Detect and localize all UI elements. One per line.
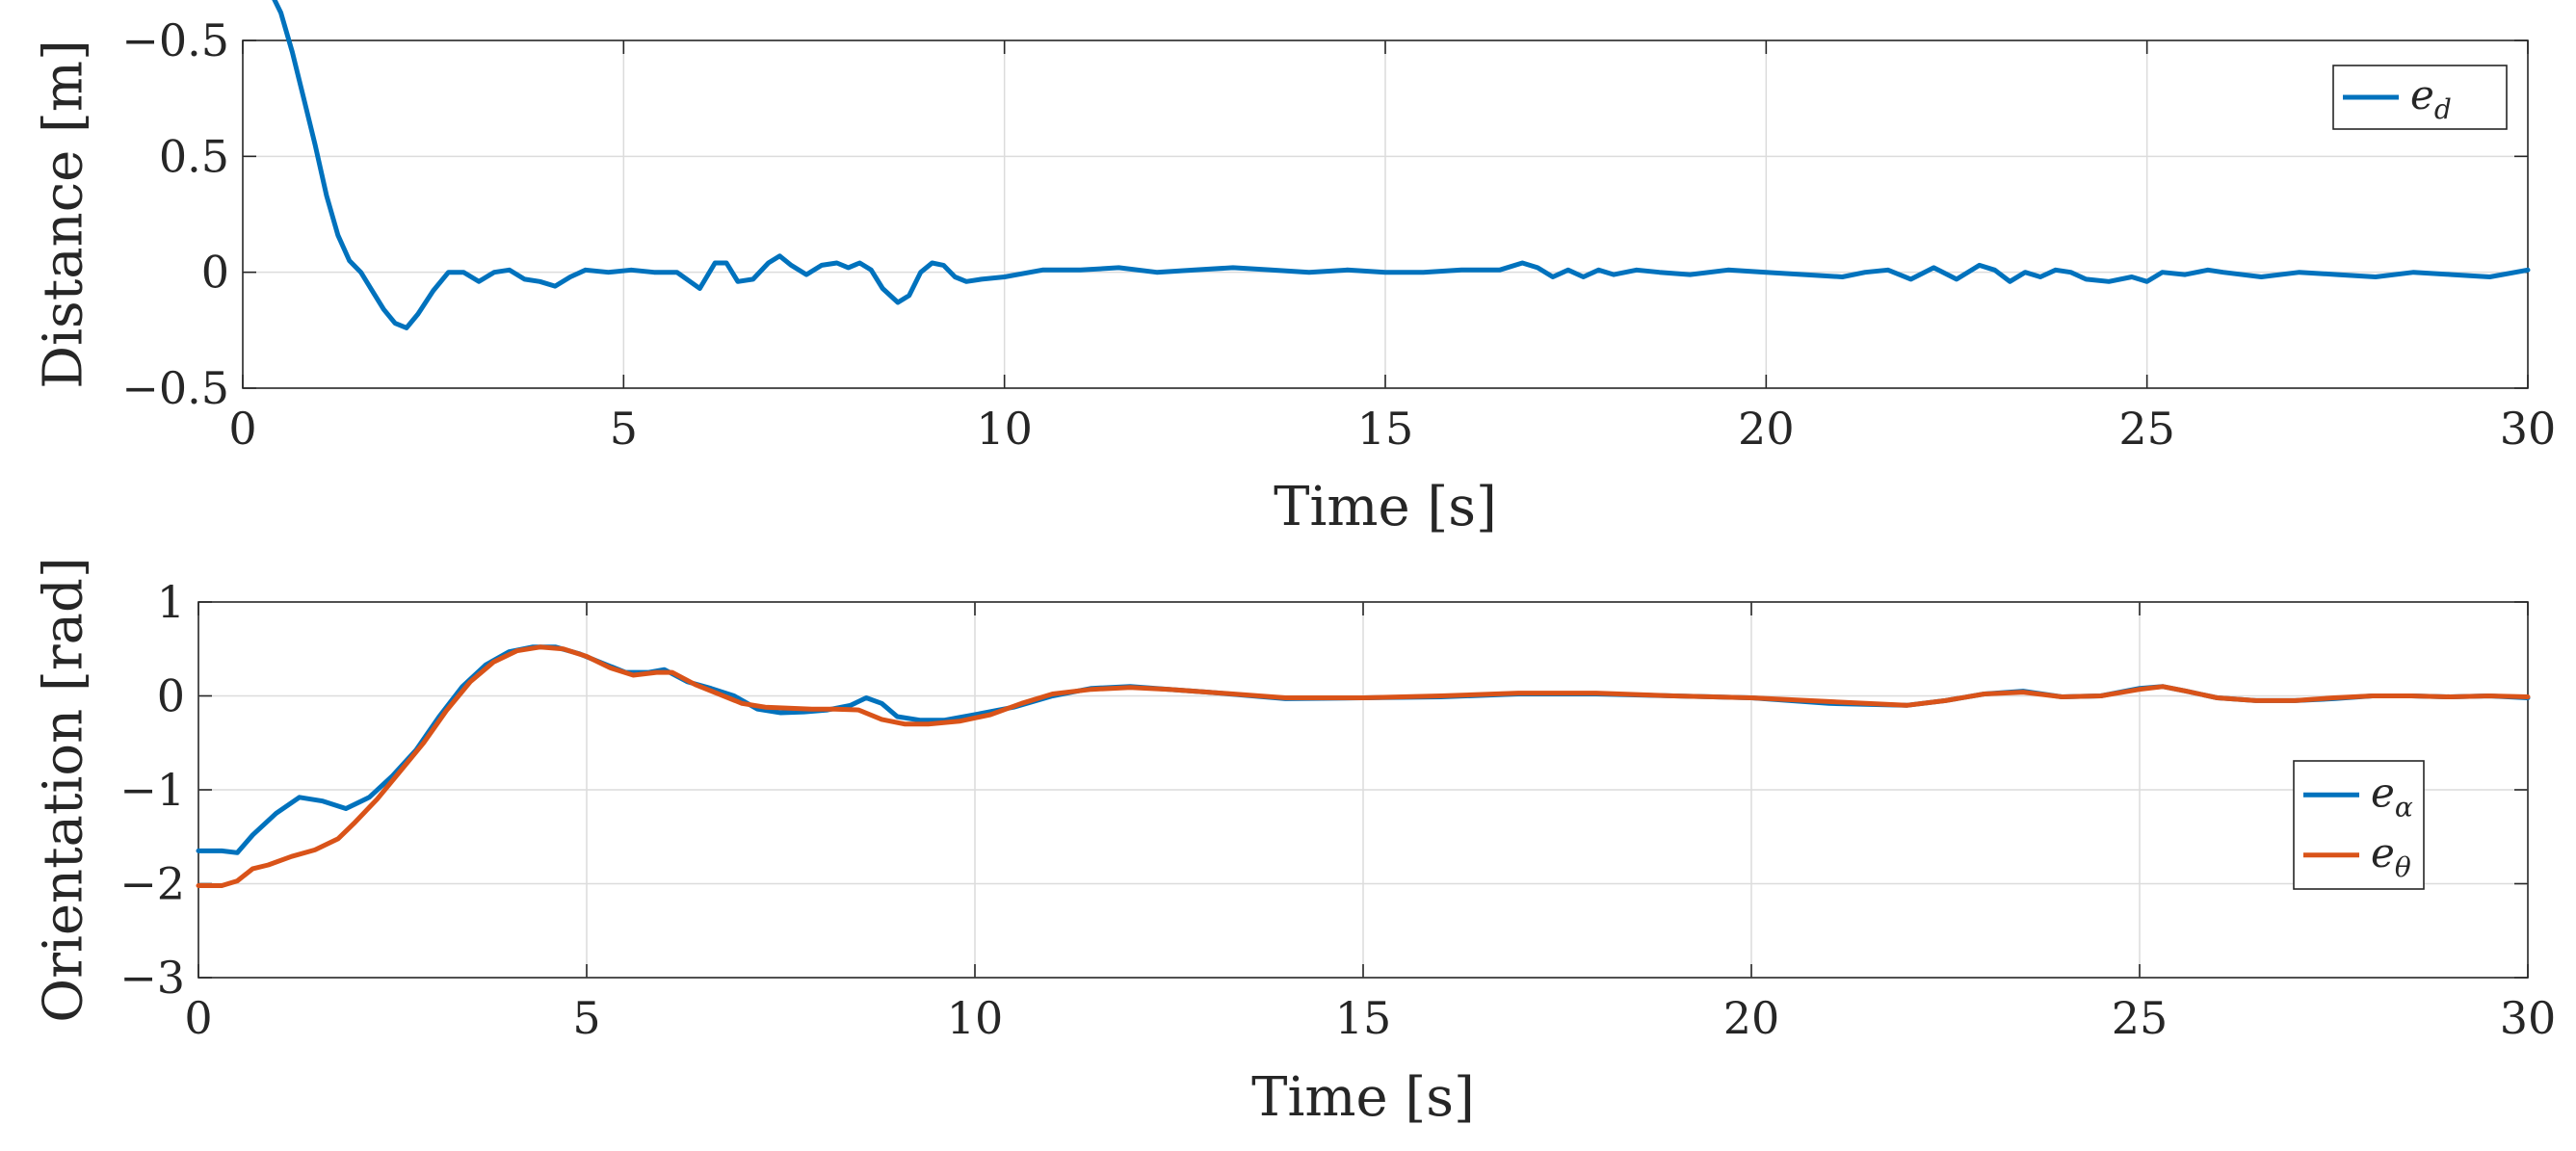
y-tick-label: −3 bbox=[119, 952, 185, 1004]
legend-label-e_theta: eθ bbox=[2371, 829, 2411, 883]
x-tick-label: 0 bbox=[184, 992, 212, 1044]
legend-label-e_alpha: eα bbox=[2371, 769, 2413, 823]
legend-label-sub: α bbox=[2395, 791, 2413, 823]
orientation-y-axis-label: Orientation [rad] bbox=[33, 557, 95, 1022]
orientation-x-axis-label: Time [s] bbox=[1251, 1066, 1475, 1129]
distance-chart: 0 5 10 15 20 25 30−0.500.5−0.5 Time [s] Distan… bbox=[33, 0, 2556, 538]
y-tick-label: −2 bbox=[119, 858, 185, 910]
y-tick-label: 0 bbox=[201, 247, 229, 299]
y-tick-label: 0 bbox=[157, 670, 185, 722]
y-tick-label: 1 bbox=[157, 576, 185, 628]
orientation-chart: 0 5 10 15 20 25 30 −3 −2 −1 0 1 Time [s] Orientatio… bbox=[33, 557, 2557, 1129]
distance-y-axis-label: Distance [m] bbox=[33, 39, 95, 389]
legend-label-main: e bbox=[2371, 769, 2395, 816]
legend-label-main: e bbox=[2371, 829, 2395, 876]
x-tick-label: 25 bbox=[2112, 992, 2169, 1044]
series-line-e_theta bbox=[196, 644, 2531, 888]
x-tick-label: 30 bbox=[2500, 992, 2557, 1044]
y-tick-label: 0.5 bbox=[159, 130, 229, 182]
legend-label-e_d: ed bbox=[2410, 71, 2452, 125]
orientation-series bbox=[196, 644, 2531, 888]
x-tick-label: 0 bbox=[228, 403, 256, 455]
x-tick-label: 30 bbox=[2500, 403, 2557, 455]
legend-label-sub: d bbox=[2434, 93, 2452, 125]
x-tick-label: 5 bbox=[572, 992, 600, 1044]
x-tick-label: 15 bbox=[1357, 403, 1414, 455]
distance-ticks: 0 5 10 15 20 25 30−0.500.5−0.5 bbox=[121, 14, 2556, 455]
distance-legend: ed bbox=[2332, 65, 2508, 130]
orientation-ticks: 0 5 10 15 20 25 30 −3 −2 −1 0 1 bbox=[119, 576, 2556, 1044]
legend-box bbox=[2293, 760, 2425, 890]
x-tick-label: 20 bbox=[1723, 992, 1780, 1044]
x-tick-label: 10 bbox=[976, 403, 1033, 455]
distance-x-axis-label: Time [s] bbox=[1274, 476, 1497, 538]
y-tick-label: −0.5 bbox=[121, 14, 229, 66]
x-tick-label: 20 bbox=[1738, 403, 1795, 455]
x-tick-label: 25 bbox=[2118, 403, 2175, 455]
x-tick-label: 15 bbox=[1335, 992, 1392, 1044]
distance-series bbox=[272, 0, 2531, 330]
x-tick-label: 10 bbox=[947, 992, 1004, 1044]
y-tick-label: −1 bbox=[119, 764, 185, 816]
series-line-e_d bbox=[272, 0, 2531, 330]
x-tick-label: 5 bbox=[610, 403, 638, 455]
legend-label-main: e bbox=[2410, 71, 2434, 118]
legend-label-sub: θ bbox=[2395, 851, 2411, 883]
y-tick-label: −0.5 bbox=[121, 362, 229, 414]
